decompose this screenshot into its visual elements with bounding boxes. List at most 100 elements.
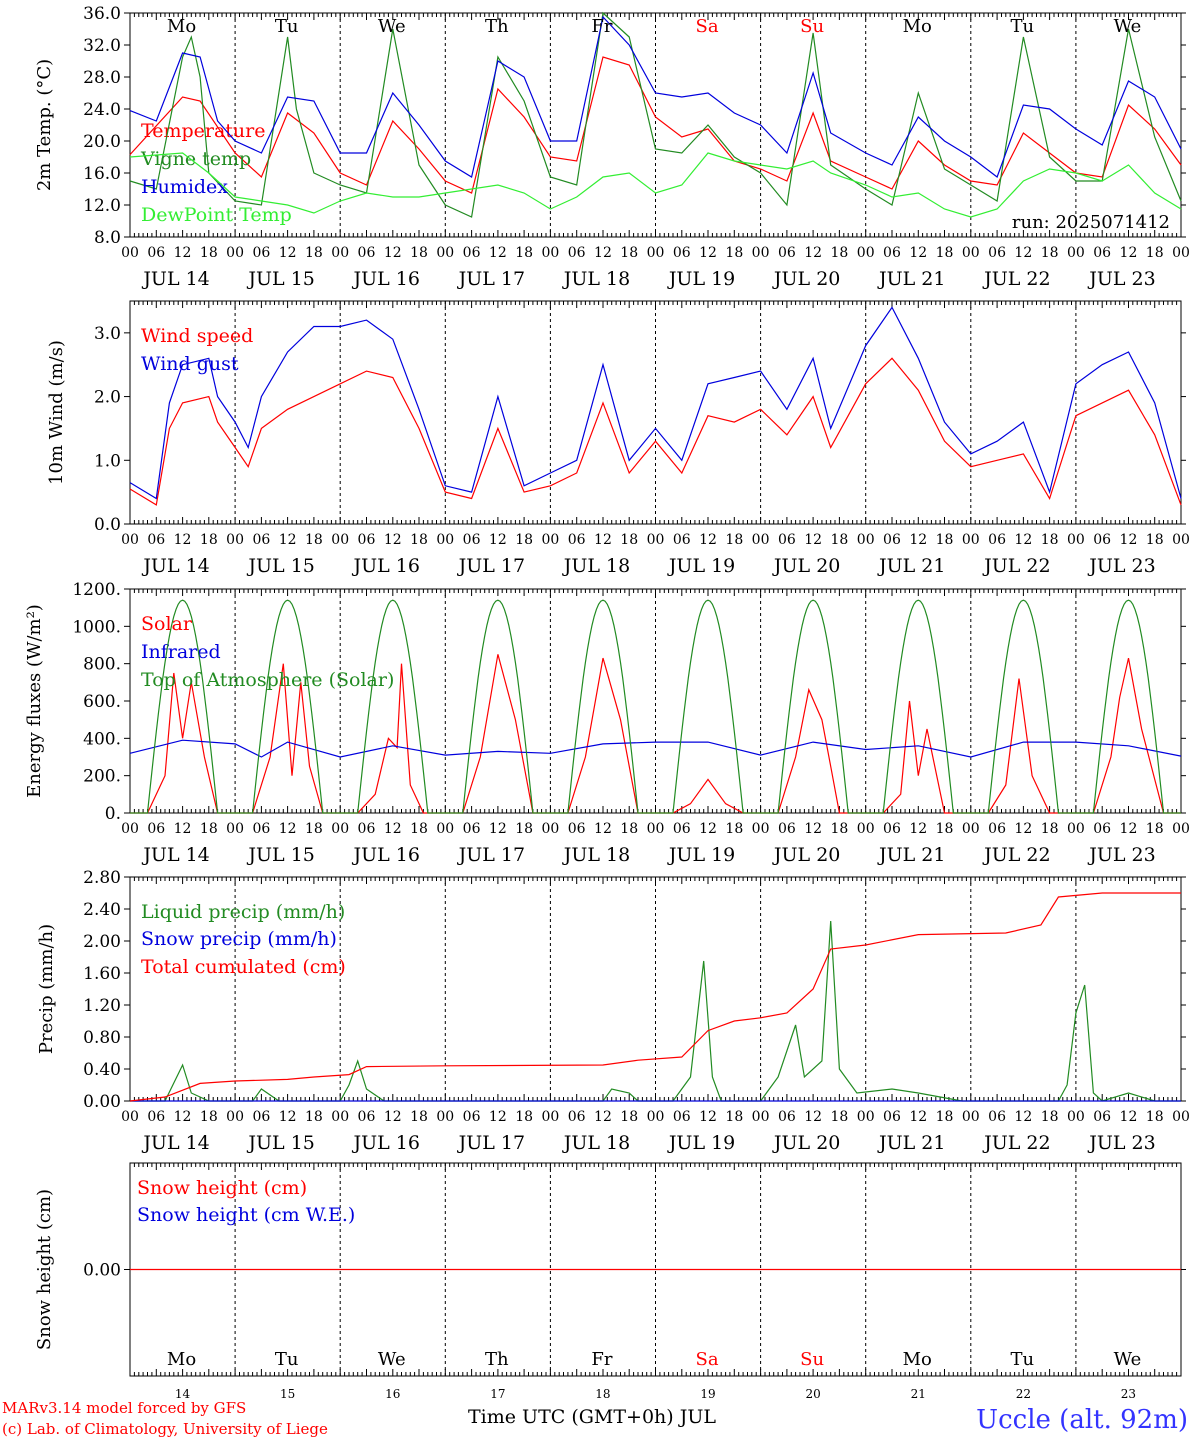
hour-tick-label: 18 — [305, 821, 323, 837]
date-label: JUL 21 — [877, 844, 945, 866]
hour-tick-label: 00 — [1067, 245, 1085, 261]
run-label: run: 2025071412 — [1012, 212, 1170, 233]
date-label: JUL 17 — [457, 1132, 525, 1154]
legend-entry: Snow precip (mm/h) — [141, 928, 337, 950]
hour-tick-label: 06 — [673, 821, 691, 837]
hour-tick-label: 18 — [831, 532, 849, 548]
footer-model: MARv3.14 model forced by GFS — [2, 1399, 246, 1417]
hour-tick-label: 06 — [778, 1109, 796, 1125]
hour-tick-label: 00 — [962, 245, 980, 261]
y-tick-label: 0.80 — [83, 1028, 121, 1048]
x-axis-ticks — [129, 301, 1182, 524]
hour-tick-label: 00 — [647, 532, 665, 548]
hour-tick-label: 18 — [515, 532, 533, 548]
hour-tick-label: 06 — [147, 245, 165, 261]
hour-tick-label: 00 — [541, 532, 559, 548]
hour-tick-label: 00 — [226, 1109, 244, 1125]
hour-tick-label: 06 — [1093, 1109, 1111, 1125]
hour-tick-label: 18 — [1041, 245, 1059, 261]
hour-tick-label: 00 — [647, 245, 665, 261]
hour-tick-label: 00 — [541, 245, 559, 261]
hour-tick-label: 06 — [778, 532, 796, 548]
hour-tick-label: 00 — [1067, 821, 1085, 837]
hour-tick-label: 12 — [804, 821, 822, 837]
date-label: JUL 18 — [562, 268, 630, 290]
day-number: 21 — [911, 1387, 926, 1401]
footer-copyright: (c) Lab. of Climatology, University of L… — [2, 1420, 328, 1438]
hour-tick-label: 18 — [725, 532, 743, 548]
hour-tick-label: 06 — [883, 1109, 901, 1125]
hour-tick-label: 18 — [1146, 1109, 1164, 1125]
hour-tick-label: 00 — [752, 1109, 770, 1125]
hour-tick-label: 00 — [752, 532, 770, 548]
hour-tick-label: 18 — [936, 1109, 954, 1125]
hour-tick-label: 06 — [1093, 821, 1111, 837]
hour-tick-label: 18 — [200, 245, 218, 261]
station-label: Uccle (alt. 92m) — [976, 1405, 1188, 1435]
date-label: JUL 16 — [352, 555, 420, 577]
hour-tick-label: 12 — [174, 245, 192, 261]
series-line — [129, 357, 1182, 506]
hour-tick-label: 06 — [778, 821, 796, 837]
legend-entry: Temperature — [141, 120, 265, 142]
x-axis-label: Time UTC (GMT+0h) JUL — [468, 1406, 716, 1428]
hour-tick-label: 12 — [384, 1109, 402, 1125]
hour-tick-label: 12 — [384, 532, 402, 548]
day-name-bottom: Tu — [1011, 1349, 1035, 1370]
date-label: JUL 16 — [352, 268, 420, 290]
y-tick-label: 800. — [83, 655, 121, 675]
date-label: JUL 22 — [982, 555, 1050, 577]
date-label: JUL 19 — [667, 844, 735, 866]
y-tick-label: 32.0 — [83, 36, 121, 56]
series-line — [129, 15, 1182, 178]
y-tick-label: 0.00 — [83, 1092, 121, 1112]
date-label: JUL 21 — [877, 268, 945, 290]
date-label: JUL 22 — [982, 1132, 1050, 1154]
y-tick-label: 1000. — [72, 617, 121, 637]
hour-tick-label: 18 — [200, 821, 218, 837]
y-tick-label: 8.0 — [94, 228, 121, 248]
hour-tick-label: 18 — [620, 245, 638, 261]
hour-tick-label: 00 — [331, 821, 349, 837]
y-tick-label: 16.0 — [83, 164, 121, 184]
hour-tick-label: 06 — [147, 1109, 165, 1125]
series-line — [129, 892, 1181, 1102]
hour-tick-label: 18 — [620, 532, 638, 548]
hour-tick-label: 06 — [463, 821, 481, 837]
legend-entry: Snow height (cm) — [137, 1177, 307, 1199]
panel-frame — [129, 300, 1182, 525]
day-number: 20 — [806, 1387, 821, 1401]
hour-tick-label: 18 — [831, 821, 849, 837]
hour-tick-label: 06 — [463, 1109, 481, 1125]
hour-tick-label: 00 — [436, 532, 454, 548]
hour-tick-label: 00 — [752, 245, 770, 261]
y-tick-label: 600. — [83, 692, 121, 712]
legend-entry: Liquid precip (mm/h) — [141, 901, 345, 923]
day-number: 22 — [1016, 1387, 1031, 1401]
hour-tick-label: 12 — [909, 821, 927, 837]
y-tick-label: 2.40 — [83, 900, 121, 920]
y-tick-label: 1200. — [72, 580, 121, 600]
hour-tick-label: 06 — [358, 532, 376, 548]
hour-tick-label: 12 — [174, 821, 192, 837]
hour-tick-label: 12 — [909, 1109, 927, 1125]
hour-tick-label: 18 — [620, 821, 638, 837]
hour-tick-label: 06 — [1093, 245, 1111, 261]
hour-tick-label: 00 — [1172, 245, 1190, 261]
date-label: JUL 18 — [562, 1132, 630, 1154]
y-tick-label: 1.20 — [83, 996, 121, 1016]
date-label: JUL 23 — [1087, 1132, 1155, 1154]
y-tick-label: 20.0 — [83, 132, 121, 152]
y-tick-label: 0.00 — [83, 1261, 121, 1281]
date-label: JUL 22 — [982, 844, 1050, 866]
series-line — [129, 306, 1182, 500]
hour-tick-label: 12 — [699, 1109, 717, 1125]
hour-tick-label: 18 — [831, 245, 849, 261]
hour-tick-label: 12 — [594, 532, 612, 548]
day-number: 23 — [1121, 1387, 1136, 1401]
y-tick-label: 0.0 — [94, 515, 121, 535]
legend-entry: Humidex — [141, 176, 228, 198]
date-label: JUL 23 — [1087, 555, 1155, 577]
legend-entry: Total cumulated (cm) — [141, 956, 346, 978]
